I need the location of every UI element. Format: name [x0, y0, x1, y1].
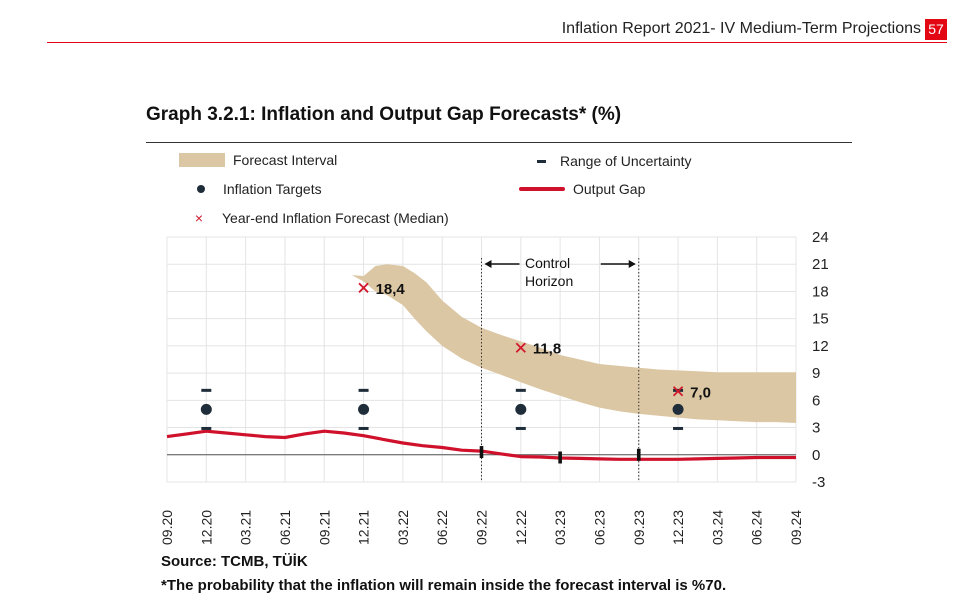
report-header-title: Inflation Report 2021- IV Medium-Term Pr… [561, 20, 921, 37]
x-tick-label: 06.22 [434, 510, 450, 545]
year-end-median-marker [515, 342, 526, 353]
median-x-stroke-b [672, 386, 684, 397]
page-number: 57 [925, 19, 947, 40]
source-note: Source: TCMB, TÜİK [161, 553, 308, 570]
legend-year-end-forecast-label: Year-end Inflation Forecast (Median) [222, 210, 449, 226]
inflation-target-point [200, 403, 212, 415]
y-tick-label: 18 [812, 283, 829, 300]
y-tick-label: 21 [812, 256, 829, 273]
x-tick-label: 09.22 [474, 510, 490, 545]
control-horizon-right-arrowhead [628, 260, 636, 268]
output-gap-tick-mark [636, 448, 641, 461]
grid-lines [166, 236, 797, 483]
inflation-target-point [672, 403, 684, 415]
y-tick-label: 0 [812, 447, 820, 464]
x-tick-label: 06.24 [749, 510, 765, 545]
legend-forecast-interval: Forecast Interval [179, 152, 337, 168]
control-horizon-left-arrowhead [484, 260, 492, 268]
legend-forecast-interval-label: Forecast Interval [233, 152, 338, 168]
output-gap-swatch [519, 187, 565, 191]
output-gap-tick-mark [479, 446, 484, 459]
year-end-median-marker [672, 386, 684, 397]
title-rule [146, 142, 852, 143]
x-tick-label: 12.21 [356, 510, 372, 545]
x-tick-label: 09.21 [316, 510, 332, 545]
legend-inflation-targets-label: Inflation Targets [223, 181, 322, 197]
x-tick-label: 12.20 [198, 510, 214, 545]
range-of-uncertainty-swatch [537, 159, 546, 163]
header-rule [47, 42, 947, 43]
year-end-median-label: 7,0 [690, 384, 711, 401]
year-end-median-label: 11,8 [533, 341, 561, 358]
y-tick-label: 12 [812, 338, 829, 355]
x-tick-label: 12.22 [513, 510, 529, 545]
legend-range-of-uncertainty-label: Range of Uncertainty [560, 153, 692, 169]
control-horizon-label-line2: Horizon [525, 273, 573, 289]
inflation-target-point [358, 403, 370, 415]
legend-output-gap: Output Gap [519, 181, 645, 197]
range-of-uncertainty-upper-mark [358, 388, 369, 392]
x-tick-label: 06.21 [277, 510, 293, 545]
x-tick-label: 09.24 [788, 510, 804, 545]
median-x-stroke-b [515, 342, 526, 353]
median-x-stroke-b [358, 282, 369, 293]
y-tick-label: 15 [812, 311, 829, 328]
x-tick-label: 03.24 [709, 510, 725, 545]
x-tick-label: 09.20 [159, 510, 175, 545]
range-of-uncertainty-upper-mark [515, 388, 526, 392]
y-tick-label: -3 [812, 474, 825, 491]
y-tick-label: 24 [812, 229, 829, 246]
year-end-forecast-swatch: × [194, 210, 204, 226]
range-of-uncertainty-lower-mark [201, 426, 212, 430]
inflation-target-point [515, 403, 527, 415]
graph-title: Graph 3.2.1: Inflation and Output Gap Fo… [146, 104, 622, 125]
x-tick-label: 03.21 [238, 510, 254, 545]
output-gap-tick-mark [558, 451, 562, 464]
x-tick-label: 09.23 [631, 510, 647, 545]
legend-range-of-uncertainty: Range of Uncertainty [537, 153, 692, 169]
range-of-uncertainty-lower-mark [515, 426, 526, 430]
range-of-uncertainty-lower-mark [673, 426, 684, 430]
footnote: *The probability that the inflation will… [161, 577, 727, 594]
range-of-uncertainty-upper-mark [201, 388, 212, 392]
y-tick-label: 6 [812, 392, 820, 409]
y-tick-label: 3 [812, 420, 820, 437]
x-tick-label: 03.22 [395, 510, 411, 545]
year-end-median-label: 18,4 [376, 281, 406, 298]
x-tick-label: 06.23 [591, 510, 607, 545]
year-end-median-marker [358, 282, 369, 293]
legend-inflation-targets: Inflation Targets [197, 181, 322, 197]
x-tick-label: 12.23 [670, 510, 686, 545]
x-tick-label: 03.23 [552, 510, 568, 545]
legend-year-end-forecast: × Year-end Inflation Forecast (Median) [194, 210, 449, 226]
control-horizon-label-line1: Control [525, 255, 570, 271]
forecast-interval-band [167, 264, 796, 423]
y-tick-label: 9 [812, 365, 820, 382]
forecast-interval-swatch [179, 153, 225, 167]
range-of-uncertainty-lower-mark [358, 426, 369, 430]
inflation-target-swatch [197, 185, 205, 193]
legend-output-gap-label: Output Gap [573, 181, 646, 197]
